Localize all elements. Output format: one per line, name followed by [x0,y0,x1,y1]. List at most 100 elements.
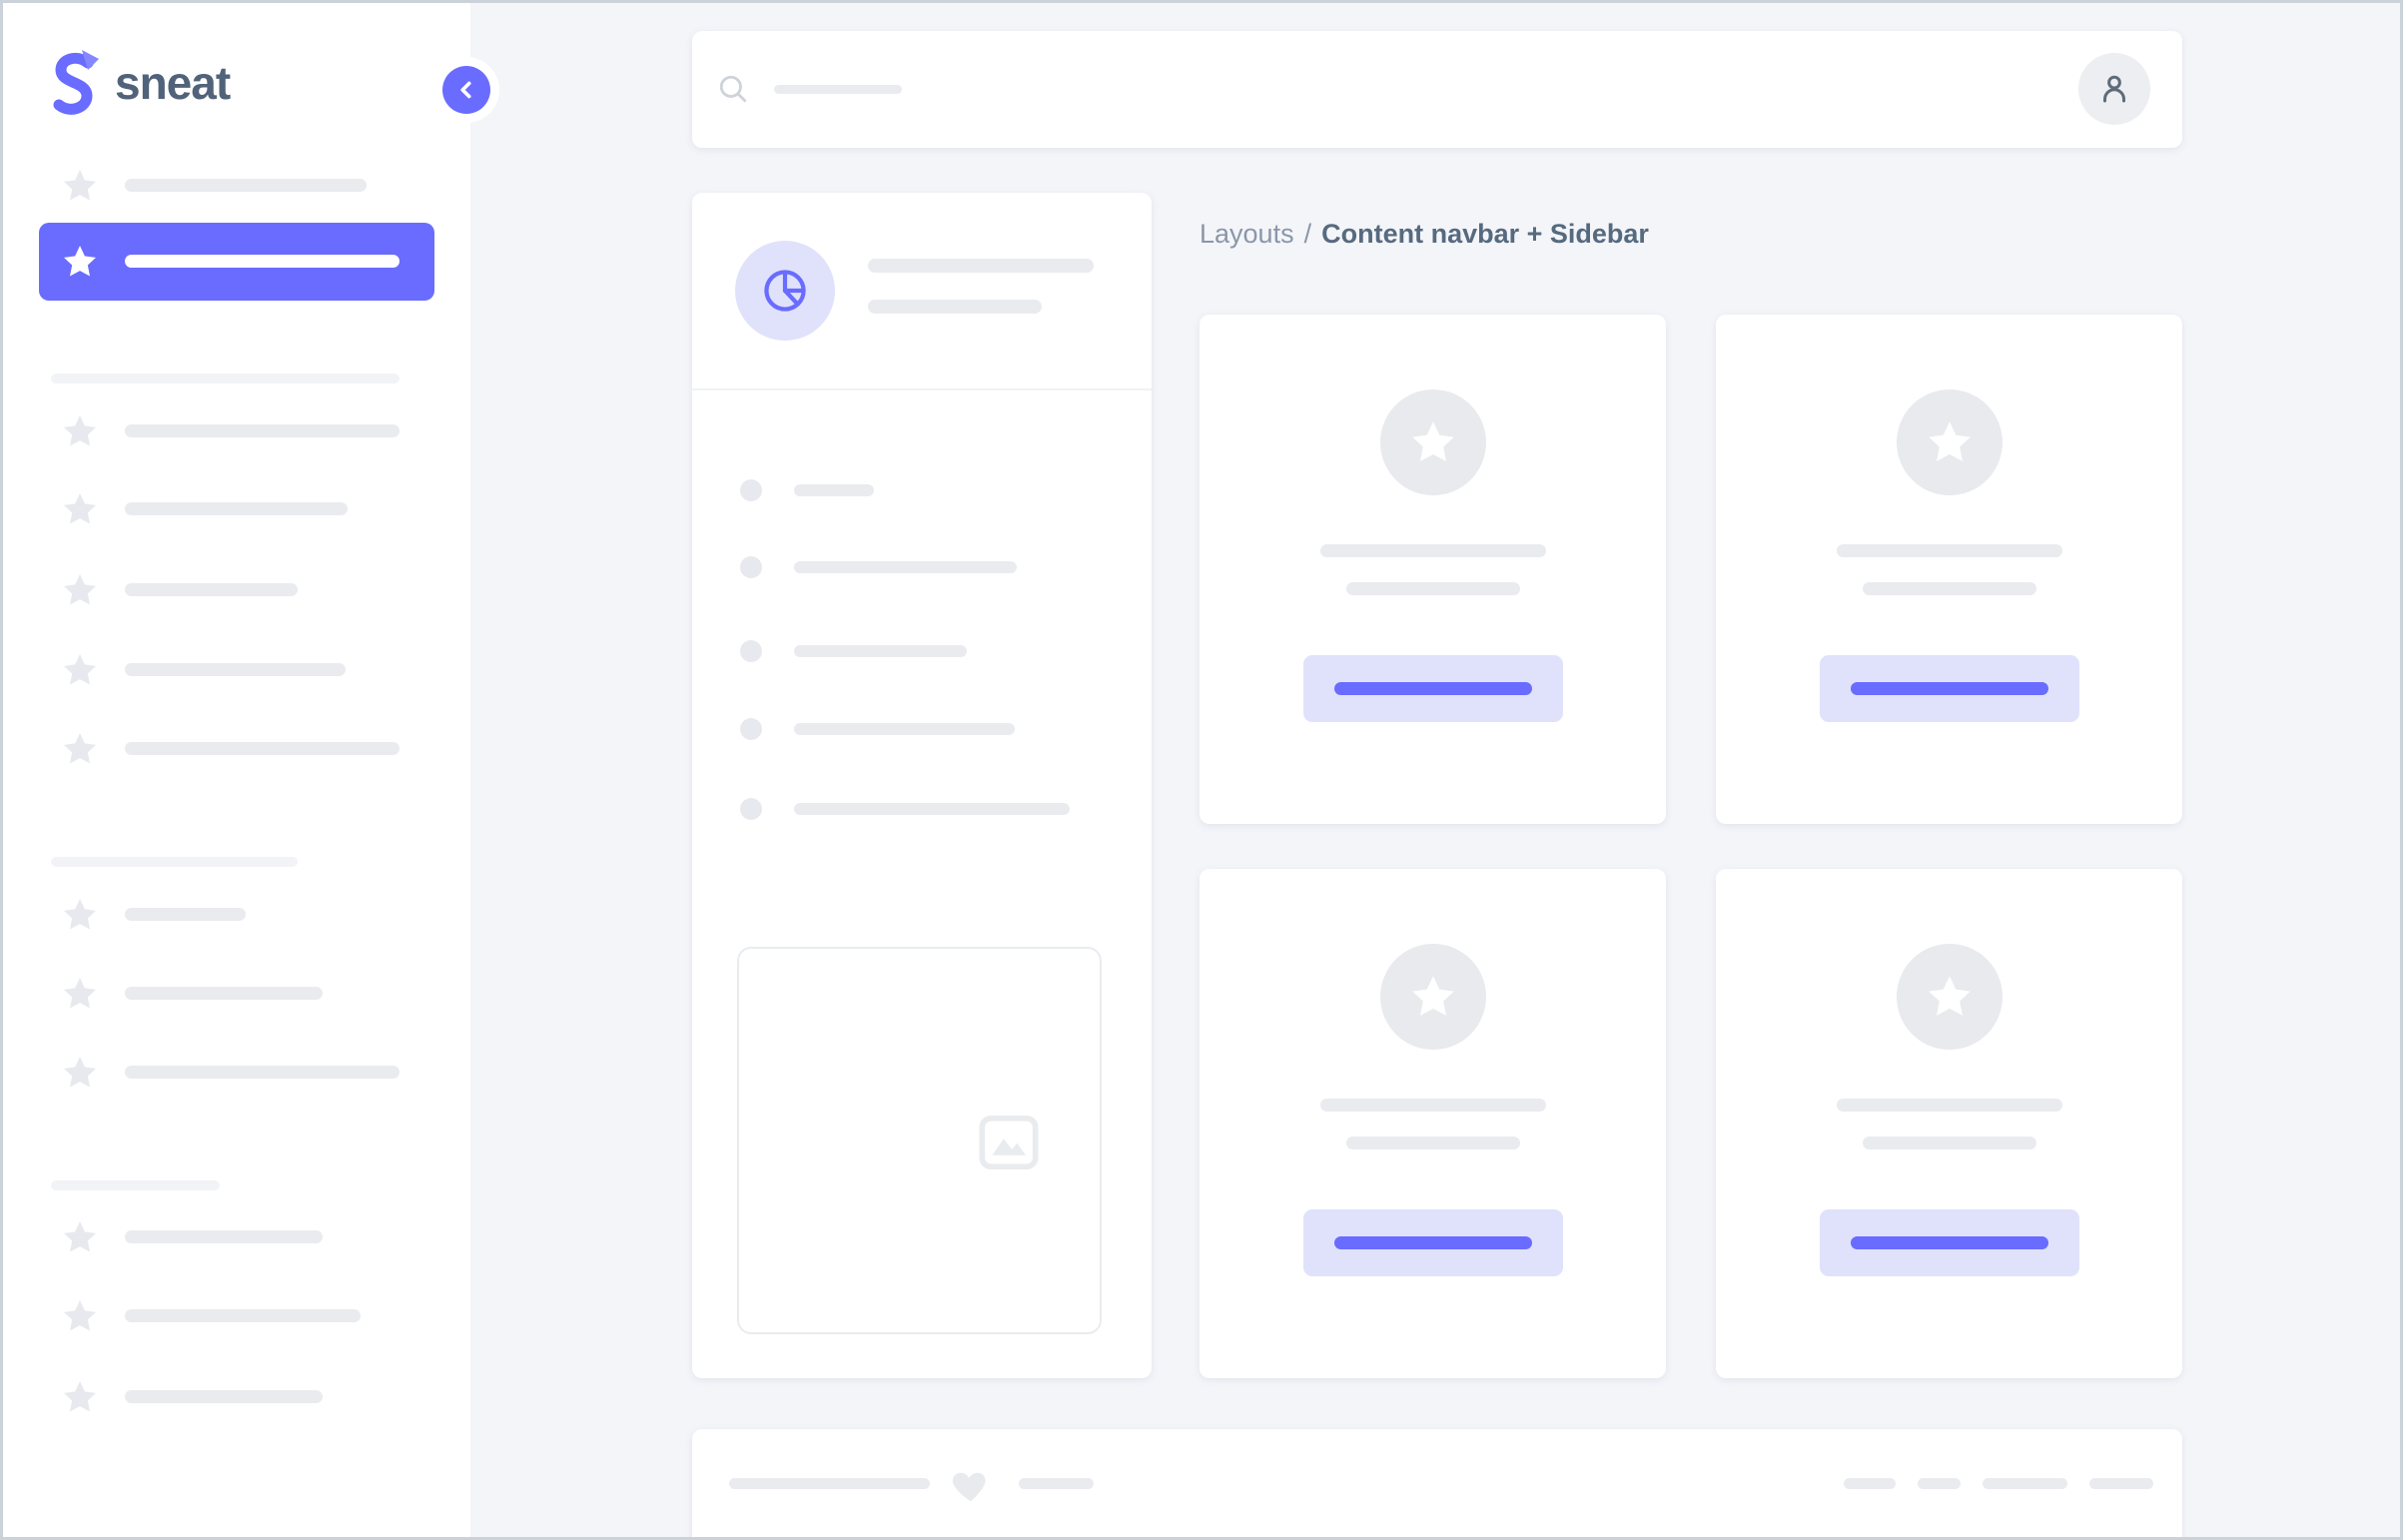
breadcrumb-current: Content navbar + Sidebar [1321,219,1649,249]
sidebar-collapse-halo [433,57,499,123]
bottom-card-bar [1019,1478,1094,1489]
list-bullet-dot [740,798,762,820]
detail-card [692,193,1152,1378]
grid-card-button-label-bar [1850,1236,2048,1249]
bottom-card-bar [2089,1478,2153,1489]
detail-avatar [735,241,835,341]
grid-card-line [1345,582,1520,595]
grid-card-button[interactable] [1302,1209,1563,1276]
person-icon [2102,75,2126,103]
grid-card-line [1836,1099,2062,1112]
list-bullet-dot [740,479,762,501]
grid-card-line [1862,1137,2036,1150]
bottom-card-bar [1983,1478,2067,1489]
grid-card-line [1862,582,2036,595]
grid-card [1716,869,2182,1378]
star-icon [64,899,96,930]
sidebar-collapse-button[interactable] [442,66,490,114]
detail-list-row [692,639,1152,663]
search-input[interactable] [716,71,902,107]
star-icon [64,574,96,605]
grid-card-button[interactable] [1819,1209,2079,1276]
sidebar-item-label-bar [125,255,400,268]
sidebar-item[interactable] [3,1215,470,1259]
grid-card [1200,315,1666,824]
image-placeholder-box [737,947,1102,1334]
star-icon [1411,976,1454,1016]
list-row-bar [794,561,1017,573]
heart-icon[interactable] [950,1465,992,1503]
star-icon [64,1381,96,1412]
list-bullet-dot [740,640,762,662]
bottom-card-bar [729,1478,930,1489]
brand[interactable]: sneat [49,47,231,119]
grid-card [1200,869,1666,1378]
list-row-bar [794,723,1015,735]
grid-card-button[interactable] [1302,655,1563,722]
grid-card-line [1345,1137,1520,1150]
sidebar: sneat [3,3,499,1537]
detail-list-row [692,555,1152,579]
sidebar-item[interactable] [3,1375,470,1419]
list-row-bar [794,645,967,657]
detail-list-row [692,478,1152,502]
sneat-logo-icon [53,50,99,115]
sidebar-item[interactable] [3,648,470,692]
star-icon [64,170,96,201]
detail-header-line [868,300,1042,314]
sidebar-item[interactable] [3,487,470,531]
grid-card-avatar [1896,944,2002,1050]
sidebar-item-label-bar [125,179,367,192]
sidebar-item[interactable] [3,972,470,1016]
list-bullet-dot [740,556,762,578]
sidebar-item-label-bar [125,987,323,1000]
sidebar-item[interactable] [3,1051,470,1095]
sidebar-item[interactable] [3,164,470,208]
star-icon [64,733,96,764]
sidebar-item-active[interactable] [39,223,434,301]
grid-card-avatar [1896,389,2002,495]
star-icon [64,1300,96,1331]
detail-list-row [692,717,1152,741]
star-icon [64,978,96,1009]
pie-chart-icon [764,270,806,312]
search-placeholder-bar [774,84,902,94]
sidebar-item[interactable] [3,893,470,937]
star-icon [64,1221,96,1252]
bottom-card-bar [1918,1478,1961,1489]
cards-grid [1200,315,2182,1378]
grid-card-line [1319,1099,1546,1112]
detail-list-row [692,797,1152,821]
bottom-card [692,1429,2182,1537]
sidebar-item[interactable] [3,409,470,453]
sidebar-item-label-bar [125,424,400,437]
sidebar-item[interactable] [3,568,470,612]
grid-card-line [1319,544,1546,557]
sidebar-item-label-bar [125,583,298,596]
sidebar-item-label-bar [125,1390,323,1403]
star-icon [64,1057,96,1088]
grid-card-button-label-bar [1850,682,2048,695]
star-icon [1928,976,1971,1016]
grid-card-button[interactable] [1819,655,2079,722]
sidebar-item[interactable] [3,1294,470,1338]
star-icon [64,246,96,277]
bottom-card-bar [1844,1478,1896,1489]
sidebar-section-divider [51,1180,220,1190]
sidebar-item-label-bar [125,663,346,676]
grid-card-line [1836,544,2062,557]
grid-card-button-label-bar [1333,682,1532,695]
list-bullet-dot [740,718,762,740]
sidebar-item[interactable] [3,727,470,771]
detail-card-header [692,193,1152,390]
star-icon [64,654,96,685]
sidebar-item-label-bar [125,908,246,921]
grid-card-button-label-bar [1333,1236,1532,1249]
star-icon [1928,421,1971,461]
sidebar-item-label-bar [125,1230,323,1243]
breadcrumb-section[interactable]: Layouts [1200,219,1294,249]
sidebar-item-label-bar [125,502,348,515]
magnifier-icon [719,75,747,103]
user-menu-button[interactable] [2078,53,2150,125]
